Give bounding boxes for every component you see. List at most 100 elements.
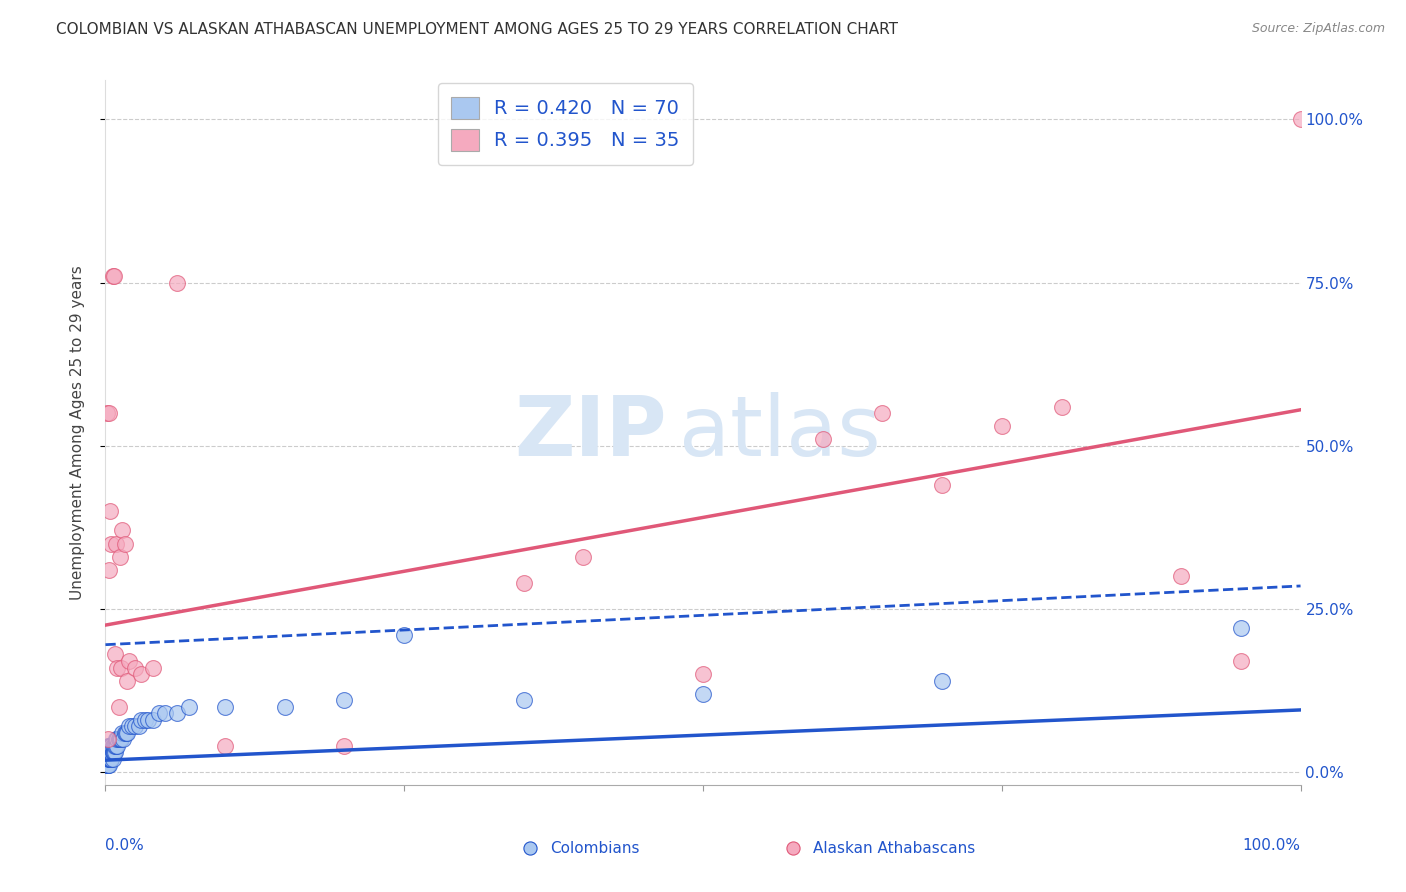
Point (97, 739, 120, 753)
Text: 100.0%: 100.0% (1243, 838, 1301, 853)
Point (97, 758, 120, 772)
Point (124, 660, 146, 674)
Point (110, 660, 132, 674)
Point (98, 752, 121, 766)
Point (129, 667, 153, 681)
Point (97, 745, 120, 759)
Point (108, 549, 131, 564)
Text: Colombians: Colombians (550, 841, 640, 856)
Point (98, 752, 121, 766)
Legend: R = 0.420   N = 70, R = 0.395   N = 35: R = 0.420 N = 70, R = 0.395 N = 35 (437, 83, 693, 165)
Text: ZIP: ZIP (515, 392, 666, 473)
Point (692, 687, 714, 701)
Point (513, 575, 536, 590)
Point (98, 745, 121, 759)
Point (101, 745, 124, 759)
Point (124, 719, 146, 733)
Point (96, 745, 118, 759)
Point (97, 758, 120, 772)
Point (153, 706, 177, 721)
Point (100, 536, 122, 550)
Point (98, 752, 121, 766)
Point (114, 725, 136, 739)
Point (872, 406, 894, 420)
Point (101, 739, 124, 753)
Point (214, 699, 236, 714)
Text: COLOMBIAN VS ALASKAN ATHABASCAN UNEMPLOYMENT AMONG AGES 25 TO 29 YEARS CORRELATI: COLOMBIAN VS ALASKAN ATHABASCAN UNEMPLOY… (56, 22, 898, 37)
Point (98, 504, 121, 518)
Point (97, 732, 120, 747)
Point (101, 745, 124, 759)
Point (177, 699, 201, 714)
Point (104, 648, 127, 662)
Point (111, 725, 134, 739)
Point (104, 745, 127, 759)
Point (572, 549, 595, 564)
Point (1170, 569, 1192, 583)
Point (103, 745, 125, 759)
Point (96, 745, 118, 759)
Point (134, 713, 156, 727)
Point (96, 758, 118, 772)
Point (692, 667, 714, 681)
Point (142, 660, 165, 674)
Point (98, 745, 121, 759)
Text: Alaskan Athabascans: Alaskan Athabascans (813, 841, 976, 856)
Point (148, 706, 170, 721)
Point (118, 719, 141, 733)
Point (101, 752, 124, 766)
Text: Source: ZipAtlas.com: Source: ZipAtlas.com (1251, 22, 1385, 36)
Point (114, 536, 136, 550)
Point (98, 406, 121, 420)
Point (100, 752, 122, 766)
Point (96, 758, 118, 772)
Point (97, 752, 120, 766)
Point (333, 739, 356, 753)
Point (110, 732, 132, 747)
Point (333, 693, 356, 707)
Point (100, 752, 122, 766)
Point (100, 739, 122, 753)
Point (98, 758, 121, 772)
Point (112, 732, 135, 747)
Point (107, 660, 129, 674)
Point (1050, 400, 1073, 414)
Point (98, 745, 121, 759)
Point (114, 725, 136, 739)
Point (128, 719, 150, 733)
Point (100, 745, 122, 759)
Point (105, 732, 128, 747)
Point (519, 823, 541, 838)
Point (990, 419, 1012, 434)
Point (931, 673, 953, 688)
Point (1289, 112, 1312, 127)
Point (118, 654, 141, 668)
Point (101, 268, 124, 283)
Point (782, 823, 804, 838)
Point (98, 739, 121, 753)
Point (392, 628, 416, 642)
Point (121, 719, 143, 733)
Point (97, 745, 120, 759)
Point (103, 745, 125, 759)
Point (214, 739, 236, 753)
Point (273, 699, 295, 714)
Point (1229, 654, 1251, 668)
Point (107, 732, 129, 747)
Point (96, 406, 118, 420)
Point (138, 713, 160, 727)
Point (1229, 621, 1251, 635)
Text: 0.0%: 0.0% (105, 838, 145, 853)
Point (811, 432, 834, 446)
Point (107, 699, 129, 714)
Point (107, 739, 129, 753)
Point (98, 563, 121, 577)
Point (103, 268, 125, 283)
Point (108, 732, 131, 747)
Point (98, 752, 121, 766)
Y-axis label: Unemployment Among Ages 25 to 29 years: Unemployment Among Ages 25 to 29 years (70, 265, 84, 600)
Point (103, 739, 125, 753)
Point (105, 536, 128, 550)
Point (105, 739, 128, 753)
Point (100, 739, 122, 753)
